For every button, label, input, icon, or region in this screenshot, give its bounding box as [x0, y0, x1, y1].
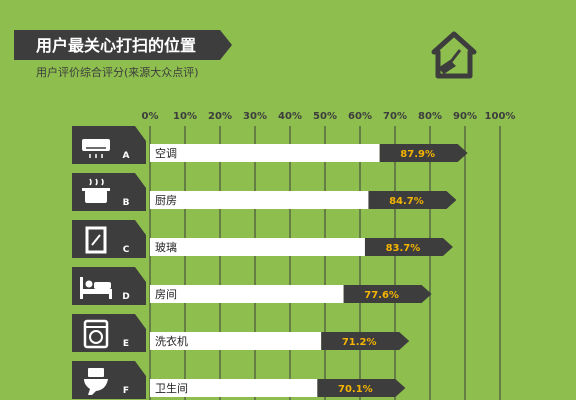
bar-value-cap: [317, 379, 406, 397]
x-axis-ticks: 0% 10% 20% 30% 40% 50% 60% 70% 80% 90% 100%: [142, 111, 516, 122]
toilet-icon: [84, 368, 108, 395]
value-label: 70.1%: [338, 384, 373, 395]
x-tick-label: 20%: [208, 111, 232, 122]
x-tick-label: 70%: [383, 111, 407, 122]
category-icon-tab: [72, 220, 146, 258]
value-label: 83.7%: [386, 243, 421, 254]
category-icon-tab: [72, 314, 146, 352]
category-label: 玻璃: [155, 240, 177, 254]
bar-value-cap: [368, 191, 457, 209]
category-icon-tab: [72, 361, 146, 399]
bar: [150, 332, 322, 350]
x-tick-label: 40%: [278, 111, 302, 122]
bar: [150, 238, 365, 256]
category-icon-tab: [72, 173, 146, 211]
bar: [150, 144, 380, 162]
x-tick-label: 10%: [173, 111, 197, 122]
bar-row: E 洗衣机 71.2%: [72, 314, 410, 352]
x-tick-label: 50%: [313, 111, 337, 122]
bar-value-cap: [343, 285, 432, 303]
x-tick-label: 80%: [418, 111, 442, 122]
category-label: 厨房: [155, 194, 177, 207]
bar: [150, 191, 369, 209]
x-tick-label: 100%: [485, 111, 516, 122]
bar-rows: A 空调 87.9% B 厨房 84.7% C 玻璃 83.7% D 房间 77.6% E 洗衣机 71.2…: [72, 126, 468, 399]
value-label: 87.9%: [400, 149, 435, 160]
cooking-pot-icon: [82, 178, 110, 203]
x-tick-label: 30%: [243, 111, 267, 122]
category-letter: C: [123, 245, 130, 255]
chart-subtitle: 用户评价综合评分(来源大众点评): [36, 65, 199, 79]
bar: [150, 379, 318, 397]
category-label: 空调: [155, 146, 177, 160]
category-letter: E: [123, 339, 129, 349]
bar-row: C 玻璃 83.7%: [72, 220, 453, 258]
house-broom-icon: [431, 31, 477, 79]
x-tick-label: 0%: [142, 111, 159, 122]
category-letter: A: [123, 151, 130, 161]
bar-value-cap: [321, 332, 410, 350]
title-banner: [14, 30, 232, 60]
bar-value-cap: [364, 238, 453, 256]
bar-row: A 空调 87.9%: [72, 126, 468, 164]
value-label: 84.7%: [389, 196, 424, 207]
air-conditioner-icon: [82, 139, 110, 158]
bar-row: F 卫生间 70.1%: [72, 361, 406, 399]
bar: [150, 285, 344, 303]
category-label: 洗衣机: [155, 334, 188, 348]
value-label: 71.2%: [342, 337, 377, 348]
bar-row: B 厨房 84.7%: [72, 173, 457, 211]
category-letter: B: [123, 198, 130, 208]
washing-machine-icon: [83, 319, 109, 349]
value-label: 77.6%: [364, 290, 399, 301]
category-letter: D: [122, 292, 129, 302]
category-label: 卫生间: [155, 381, 188, 395]
category-letter: F: [123, 386, 129, 396]
bed-icon: [80, 277, 112, 299]
x-tick-label: 90%: [453, 111, 477, 122]
bar-value-cap: [379, 144, 468, 162]
window-icon: [85, 226, 107, 254]
chart-title: 用户最关心打扫的位置: [36, 36, 196, 55]
bar-row: D 房间 77.6%: [72, 267, 432, 305]
x-tick-label: 60%: [348, 111, 372, 122]
gridlines: [149, 126, 501, 400]
category-label: 房间: [155, 288, 177, 301]
